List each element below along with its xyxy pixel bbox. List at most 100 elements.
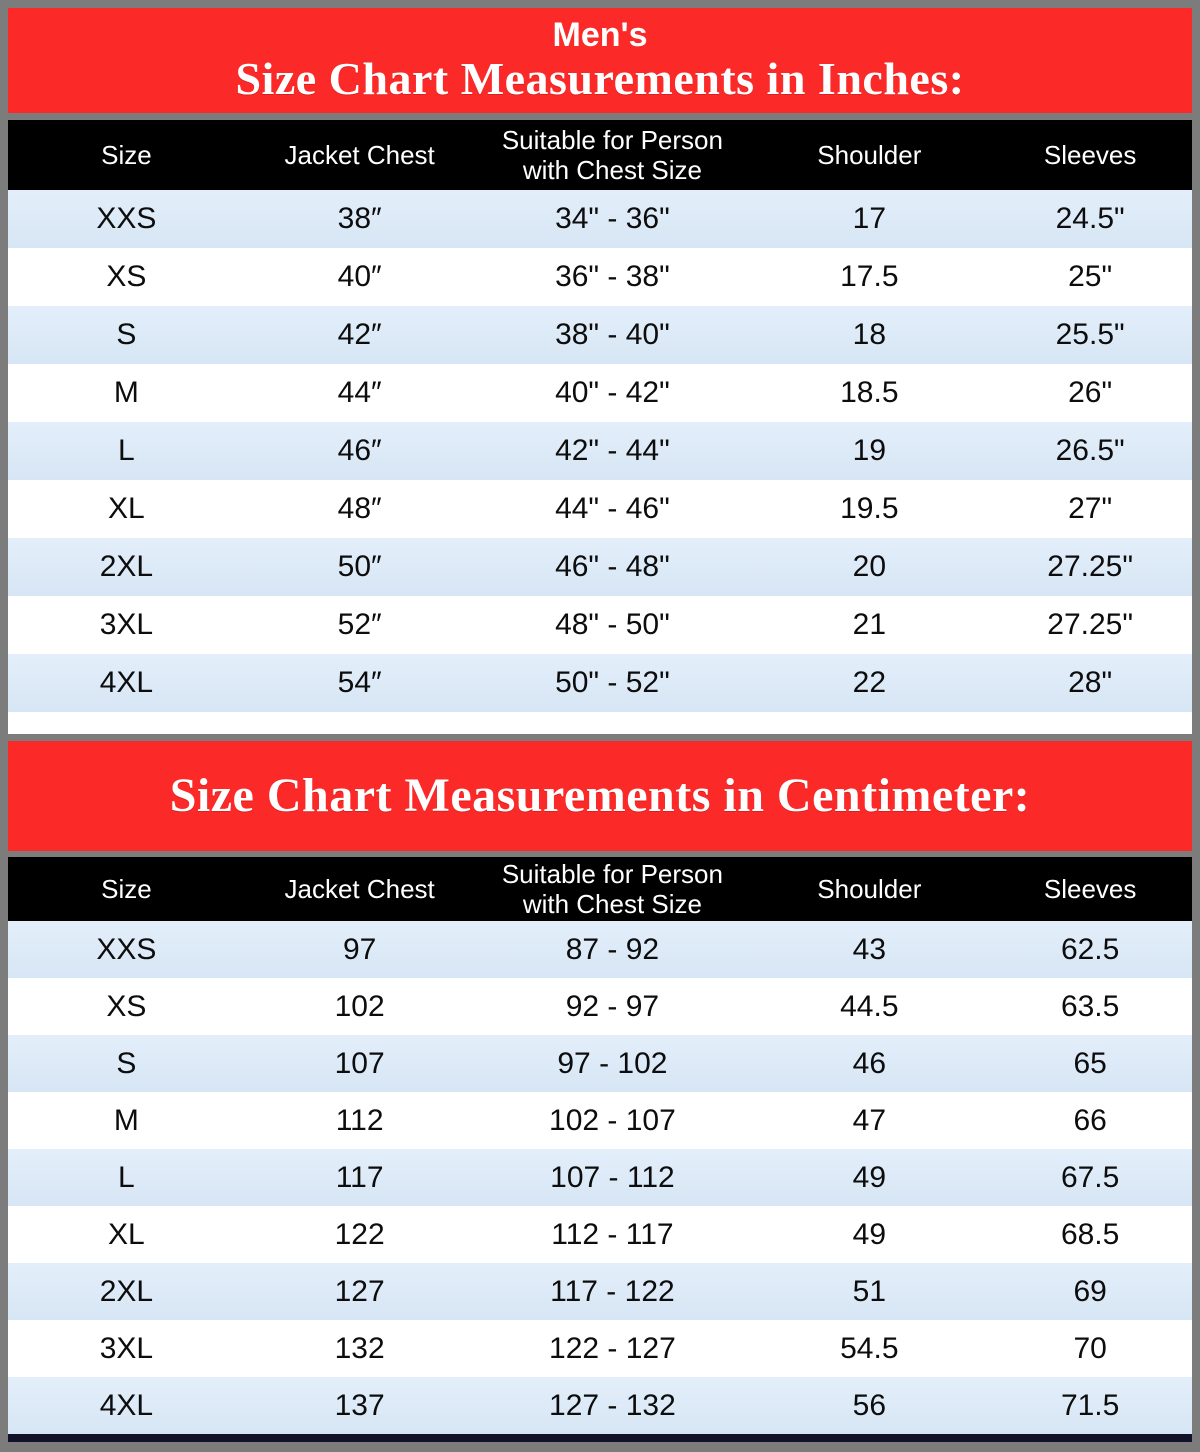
table-cell: 54.5 — [840, 1331, 899, 1365]
table-cell: 40" - 42" — [555, 376, 670, 409]
table-cell: 4XL — [99, 666, 154, 699]
table-cell: 70 — [1073, 1331, 1107, 1365]
table-row: XL 122 112 - 117 49 68.5 — [8, 1206, 1192, 1263]
inches-table-header-row: Size Jacket Chest Suitable for Person with… — [8, 120, 1192, 190]
inches-banner-title: Size Chart Measurements in Inches: — [235, 52, 965, 104]
table-cell: 22 — [852, 666, 887, 699]
table-cell: 3XL — [99, 1331, 154, 1365]
table-row: M 112 102 - 107 47 66 — [8, 1092, 1192, 1149]
table-cell: 46 — [852, 1046, 887, 1080]
table-cell: 17.5 — [840, 260, 899, 293]
table-cell: 107 — [334, 1046, 385, 1080]
table-cell: 50″ — [337, 550, 382, 583]
table-cell: 18.5 — [840, 376, 899, 409]
table-cell: 44" - 46" — [555, 492, 670, 525]
table-cell: 71.5 — [1060, 1388, 1120, 1422]
table-cell: 122 — [334, 1217, 385, 1251]
cm-size-table: Size Jacket Chest Suitable for Person with… — [8, 857, 1192, 1442]
inches-size-table: Size Jacket Chest Suitable for Person with… — [8, 120, 1192, 734]
table-cell: 52″ — [337, 608, 382, 641]
table-cell: M — [113, 376, 139, 409]
table-cell: 27.25" — [1047, 608, 1133, 641]
table-cell: 46" - 48" — [555, 550, 670, 583]
inches-table-body: XXS 38″ 34" - 36" 17 24.5" XS 40″ 36" - 38" 17.5… — [8, 190, 1192, 712]
column-header: Jacket Chest — [284, 140, 435, 170]
cm-table-body: XXS 97 87 - 92 43 62.5 XS 102 92 - 97 44.5 63.5 S 1… — [8, 921, 1192, 1434]
table-cell: 68.5 — [1060, 1217, 1120, 1251]
table-cell: 56 — [852, 1388, 887, 1422]
table-row: XS 40″ 36" - 38" 17.5 25" — [8, 248, 1192, 306]
table-row: XL 48″ 44" - 46" 19.5 27" — [8, 480, 1192, 538]
table-row: 3XL 52″ 48" - 50" 21 27.25" — [8, 596, 1192, 654]
table-row: S 42″ 38" - 40" 18 25.5" — [8, 306, 1192, 364]
table-cell: 137 — [334, 1388, 385, 1422]
table-row: 4XL 54″ 50" - 52" 22 28" — [8, 654, 1192, 712]
table-cell: 38" - 40" — [555, 318, 670, 351]
column-header: Shoulder — [817, 874, 922, 904]
table-cell: 65 — [1073, 1046, 1107, 1080]
table-cell: XS — [106, 260, 147, 293]
gender-label: Men's — [552, 15, 648, 54]
table-cell: 43 — [852, 932, 887, 966]
table-cell: 107 - 112 — [550, 1160, 675, 1194]
table-cell: L — [118, 1160, 135, 1194]
table-cell: 62.5 — [1060, 932, 1120, 966]
table-cell: 26.5" — [1055, 434, 1125, 467]
table-cell: 18 — [852, 318, 887, 351]
table-cell: 44″ — [337, 376, 382, 409]
table-row: 2XL 127 117 - 122 51 69 — [8, 1263, 1192, 1320]
table-cell: 102 — [334, 989, 385, 1023]
table-cell: 20 — [852, 550, 887, 583]
table-cell: 42" - 44" — [555, 434, 670, 467]
table-cell: 36" - 38" — [555, 260, 670, 293]
table-cell: 127 - 132 — [549, 1388, 676, 1422]
table-cell: 25" — [1068, 260, 1113, 293]
table-cell: 87 - 92 — [565, 932, 660, 966]
table-cell: 28" — [1068, 666, 1113, 699]
table-cell: 92 - 97 — [565, 989, 660, 1023]
table-cell: 2XL — [99, 1274, 154, 1308]
table-cell: 4XL — [99, 1388, 154, 1422]
cm-banner-title: Size Chart Measurements in Centimeter: — [169, 769, 1031, 822]
table-row: XXS 97 87 - 92 43 62.5 — [8, 921, 1192, 978]
column-header: Sleeves — [1043, 874, 1137, 904]
table-cell: 122 - 127 — [549, 1331, 676, 1365]
table-cell: 112 - 117 — [551, 1217, 674, 1251]
column-header: Suitable for Person with Chest Size — [501, 125, 723, 185]
table-cell: 117 - 122 — [550, 1274, 675, 1308]
table-row: XXS 38″ 34" - 36" 17 24.5" — [8, 190, 1192, 248]
table-cell: 27.25" — [1047, 550, 1133, 583]
table-cell: 40″ — [337, 260, 382, 293]
column-header: Sleeves — [1043, 140, 1137, 170]
table-row: S 107 97 - 102 46 65 — [8, 1035, 1192, 1092]
table-cell: 49 — [852, 1217, 887, 1251]
table-cell: 117 — [335, 1160, 384, 1194]
table-cell: M — [113, 1103, 139, 1137]
table-cell: 48" - 50" — [555, 608, 670, 641]
table-cell: S — [116, 318, 137, 351]
table-cell: 66 — [1073, 1103, 1107, 1137]
table-cell: L — [118, 434, 135, 467]
table-cell: XL — [108, 492, 145, 525]
table-cell: XXS — [96, 932, 157, 966]
column-header: Size — [101, 140, 152, 170]
table-cell: 27" — [1068, 492, 1113, 525]
table-row: 3XL 132 122 - 127 54.5 70 — [8, 1320, 1192, 1377]
table-cell: 17 — [852, 202, 887, 235]
table-cell: 102 - 107 — [549, 1103, 676, 1137]
table-cell: 3XL — [99, 608, 154, 641]
table-cell: 24.5" — [1055, 202, 1125, 235]
table-cell: XL — [108, 1217, 145, 1251]
table-cell: 112 — [335, 1103, 384, 1137]
cm-banner: Size Chart Measurements in Centimeter: — [8, 741, 1192, 851]
table-cell: 42″ — [337, 318, 382, 351]
column-header: Jacket Chest — [284, 874, 435, 904]
table-cell: S — [116, 1046, 137, 1080]
table-cell: 19.5 — [840, 492, 899, 525]
table-cell: XS — [106, 989, 147, 1023]
table-cell: 44.5 — [840, 989, 899, 1023]
table-row: 2XL 50″ 46" - 48" 20 27.25" — [8, 538, 1192, 596]
table-cell: 49 — [852, 1160, 887, 1194]
table-cell: 50" - 52" — [555, 666, 670, 699]
